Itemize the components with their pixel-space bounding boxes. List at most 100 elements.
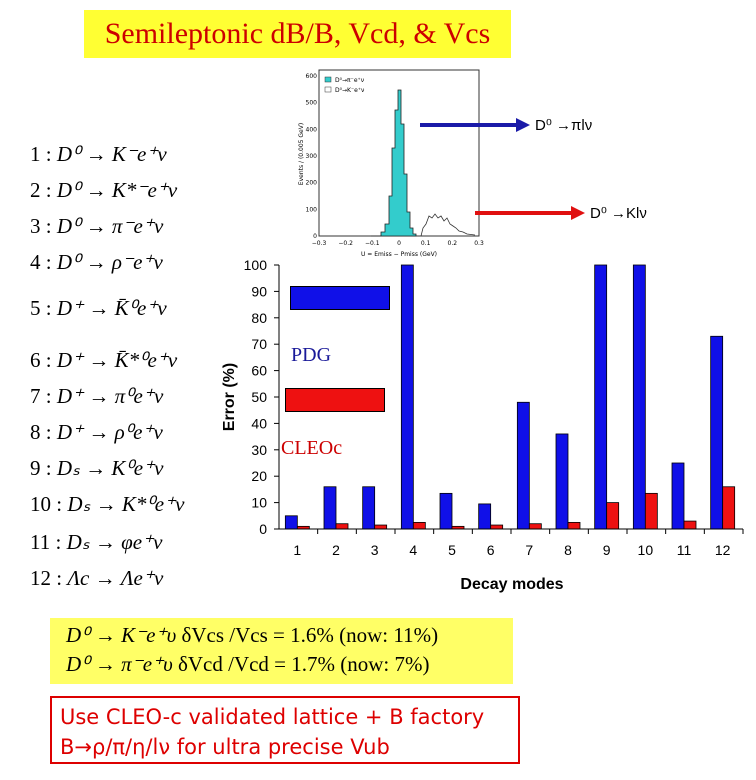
inset-x-ticks: −0.3 −0.2 −0.1 0 0.1 0.2 0.3 xyxy=(312,240,484,247)
inset-x-tick-label: 0.3 xyxy=(474,240,484,247)
summary-line-vcd: D⁰ → π⁻e⁺υ δVcd /Vcd = 1.7% (now: 7%) xyxy=(66,652,430,677)
inset-x-tick-label: −0.2 xyxy=(338,240,353,247)
decay-index: 7 xyxy=(30,384,41,408)
decay-index: 11 xyxy=(30,530,51,554)
inset-x-tick-label: −0.1 xyxy=(365,240,380,247)
decay-index: 12 xyxy=(30,566,51,590)
decay-mode-11: 11 : Dₛ → φe⁺ν xyxy=(30,530,162,555)
cleoc-bar-10 xyxy=(644,492,658,530)
decay-mode-10: 10 : Dₛ → K*⁰e⁺ν xyxy=(30,492,185,517)
x-tick-label: 12 xyxy=(715,542,731,558)
y-tick-label: 70 xyxy=(251,336,267,352)
x-tick-label: 10 xyxy=(638,542,654,558)
pdg-bar-9 xyxy=(594,264,608,530)
chart-gridlines xyxy=(274,264,744,534)
cleoc-bar-11 xyxy=(683,520,697,530)
decay-index: 2 xyxy=(30,178,41,202)
decay-separator: : xyxy=(40,384,57,408)
legend-cleoc-label: CLEOc xyxy=(281,437,343,459)
cleoc-bar-7 xyxy=(528,523,542,530)
y-tick-label: 10 xyxy=(251,495,267,511)
cleoc-bar-8 xyxy=(567,521,581,530)
pdg-bar-4 xyxy=(400,264,414,530)
y-tick-label: 100 xyxy=(244,257,268,273)
decay-index: 1 xyxy=(30,142,41,166)
decay-formula: D⁰ → K*⁻e⁺ν xyxy=(56,178,178,202)
decay-separator: : xyxy=(40,142,57,166)
x-tick-label: 1 xyxy=(293,542,301,558)
x-tick-label: 7 xyxy=(525,542,533,558)
pdg-bar-6 xyxy=(478,503,492,530)
y-tick-label: 40 xyxy=(251,415,267,431)
inset-y-tick-label: 0 xyxy=(313,233,317,240)
inset-y-ticks: 0 100 200 300 400 500 600 xyxy=(306,73,318,240)
inset-x-tick-label: 0.1 xyxy=(421,240,431,247)
note-line-2: B→ρ/π/η/lν for ultra precise Vub xyxy=(60,735,390,759)
decay-formula: D⁰ → π⁻e⁺ν xyxy=(56,214,164,238)
pdg-bar-7 xyxy=(516,401,530,530)
chart-xlabel: Decay modes xyxy=(460,576,563,593)
decay-mode-9: 9 : Dₛ → K⁰e⁺ν xyxy=(30,456,164,481)
x-tick-label: 5 xyxy=(448,542,456,558)
decay-mode-2: 2 : D⁰ → K*⁻e⁺ν xyxy=(30,178,177,203)
arrow-pi xyxy=(420,118,530,132)
chart-bars xyxy=(284,264,736,530)
inset-legend-pi: D⁰→π⁻e⁺ν xyxy=(335,77,365,84)
note-box: Use CLEO-c validated lattice + B factory… xyxy=(50,696,520,764)
cleoc-bar-4 xyxy=(412,521,426,530)
decay-separator: : xyxy=(40,250,57,274)
y-tick-label: 30 xyxy=(251,442,267,458)
decay-mode-1: 1 : D⁰ → K⁻e⁺ν xyxy=(30,142,167,167)
y-tick-label: 90 xyxy=(251,283,267,299)
inset-y-tick-label: 600 xyxy=(306,73,318,80)
decay-mode-8: 8 : D⁺ → ρ⁰e⁺ν xyxy=(30,420,163,445)
decay-formula: D⁺ → ρ⁰e⁺ν xyxy=(56,420,163,444)
decay-formula: D⁺ → π⁰e⁺ν xyxy=(56,384,164,408)
cleoc-bar-2 xyxy=(335,523,349,530)
decay-formula: Dₛ → K*⁰e⁺ν xyxy=(67,492,185,516)
pdg-bar-1 xyxy=(284,515,298,530)
cleoc-bar-6 xyxy=(490,524,504,530)
inset-x-tick-label: 0 xyxy=(397,240,401,247)
cleoc-bar-12 xyxy=(722,486,736,530)
x-tick-label: 8 xyxy=(564,542,572,558)
inset-y-tick-label: 200 xyxy=(306,180,318,187)
inset-y-tick-label: 500 xyxy=(306,100,318,107)
arrow-k-label: D⁰ →Klν xyxy=(590,205,647,222)
decay-separator: : xyxy=(40,214,57,238)
summary-line-vcs: D⁰ → K⁻e⁺υ δVcs /Vcs = 1.6% (now: 11%) xyxy=(66,623,438,648)
arrow-k xyxy=(475,206,585,220)
page-title: Semileptonic dB/B, Vcd, & Vcs xyxy=(84,10,511,58)
decay-separator: : xyxy=(40,348,57,372)
summary-text-vcs: δVcs /Vcs = 1.6% (now: 11%) xyxy=(181,623,439,647)
decay-formula: D⁺ → K̄⁰e⁺ν xyxy=(56,296,167,320)
summary-text-vcd: δVcd /Vcd = 1.7% (now: 7%) xyxy=(177,652,430,676)
decay-formula: Dₛ → K⁰e⁺ν xyxy=(56,456,164,480)
inset-legend-k: D⁰→K⁻e⁺ν xyxy=(335,87,365,94)
decay-separator: : xyxy=(40,296,57,320)
summary-box: D⁰ → K⁻e⁺υ δVcs /Vcs = 1.6% (now: 11%) D… xyxy=(50,618,513,684)
legend-cleoc-swatch xyxy=(285,388,385,412)
decay-mode-6: 6 : D⁺ → K̄*⁰e⁺ν xyxy=(30,348,177,373)
decay-formula: D⁺ → K̄*⁰e⁺ν xyxy=(56,348,178,372)
decay-index: 6 xyxy=(30,348,41,372)
pdg-bar-10 xyxy=(632,264,646,530)
decay-mode-12: 12 : Λc → Λe⁺ν xyxy=(30,566,163,591)
decay-mode-5: 5 : D⁺ → K̄⁰e⁺ν xyxy=(30,296,167,321)
inset-y-tick-label: 100 xyxy=(306,206,318,213)
decay-separator: : xyxy=(51,566,68,590)
x-tick-label: 2 xyxy=(332,542,340,558)
y-tick-label: 0 xyxy=(259,521,267,537)
y-tick-label: 50 xyxy=(251,389,267,405)
pdg-bar-2 xyxy=(323,486,337,530)
x-tick-label: 11 xyxy=(677,542,692,558)
summary-decay-k: D⁰ → K⁻e⁺υ xyxy=(66,623,177,647)
decay-index: 9 xyxy=(30,456,41,480)
decay-separator: : xyxy=(40,420,57,444)
arrow-pi-label: D⁰ →πlν xyxy=(535,117,593,134)
decay-separator: : xyxy=(51,492,68,516)
decay-index: 8 xyxy=(30,420,41,444)
inset-histogram: D⁰→π⁻e⁺ν D⁰→K⁻e⁺ν −0.3 −0.2 −0.1 0 0.1 0.2 0.3… xyxy=(298,69,484,258)
chart-y-ticks: 0 10 20 30 40 50 60 70 80 90 100 xyxy=(244,257,268,537)
pdg-bar-12 xyxy=(710,335,724,530)
